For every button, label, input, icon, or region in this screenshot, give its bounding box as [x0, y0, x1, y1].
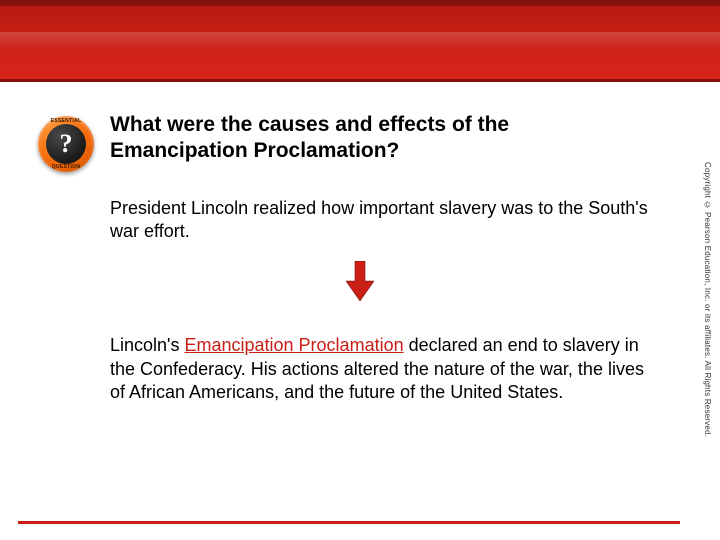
paragraph-2: Lincoln's Emancipation Proclamation decl…	[110, 334, 650, 404]
emancipation-proclamation-term: Emancipation Proclamation	[184, 335, 403, 355]
question-mark-icon: ?	[46, 124, 86, 164]
badge-bottom-label: QUESTION	[38, 164, 94, 170]
paragraph-1: President Lincoln realized how important…	[110, 197, 650, 244]
slide-content: What were the causes and effects of the …	[110, 112, 650, 422]
header-band	[0, 0, 720, 82]
para2-pre: Lincoln's	[110, 335, 184, 355]
down-arrow	[110, 261, 650, 306]
copyright-text: Copyright © Pearson Education, Inc. or i…	[694, 100, 712, 500]
slide-heading: What were the causes and effects of the …	[110, 112, 650, 165]
bottom-rule	[18, 521, 680, 524]
arrow-down-icon	[346, 288, 374, 305]
essential-question-badge: ESSENTIAL ? QUESTION	[38, 116, 94, 172]
